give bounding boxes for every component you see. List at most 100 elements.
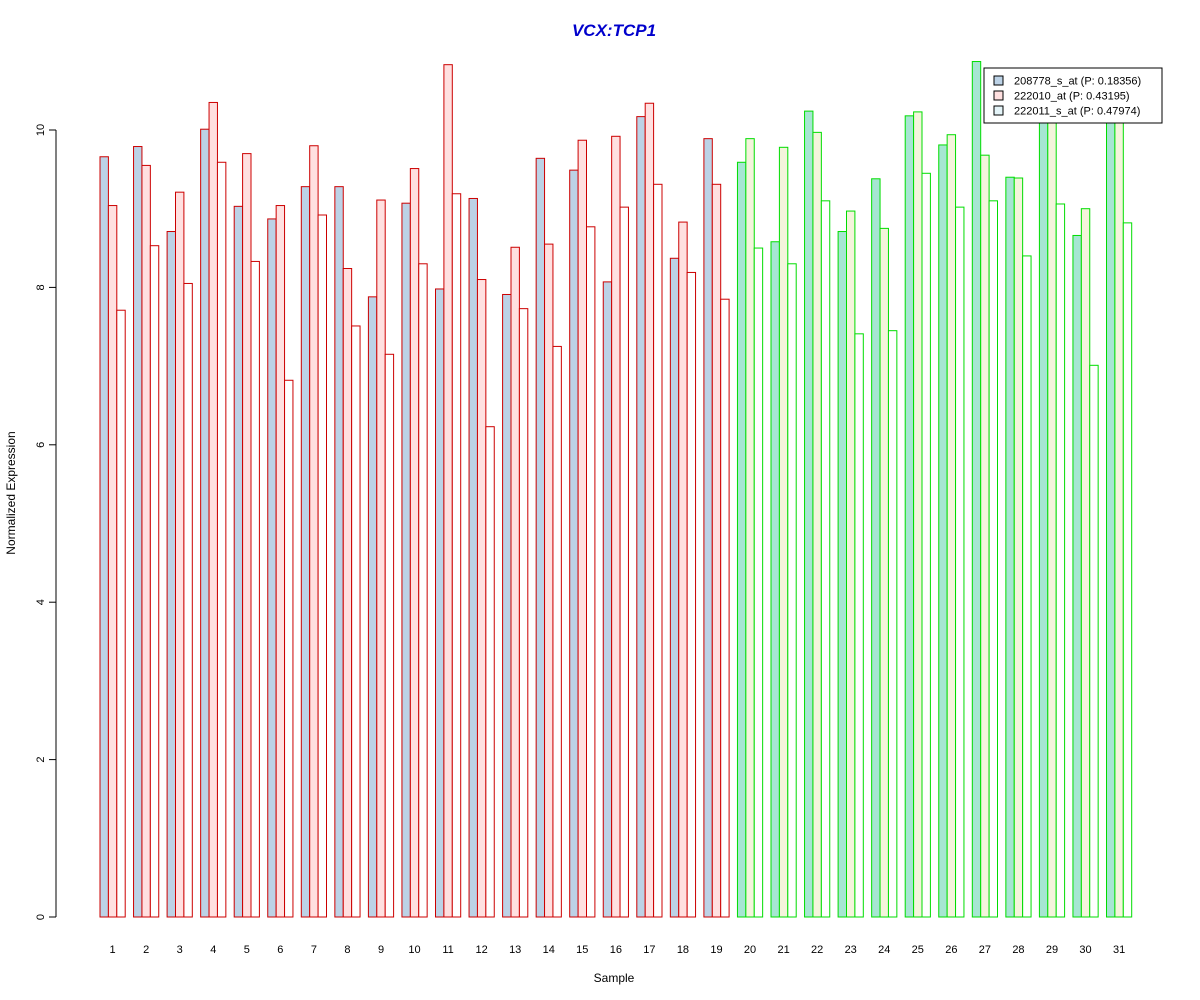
bar-sample-22-series-1 [804, 110, 814, 918]
bar-sample-12-series-3 [485, 426, 495, 918]
bar-sample-30-series-1 [1072, 234, 1082, 918]
legend-swatch-2 [993, 90, 1004, 101]
bar-sample-28-series-2 [1013, 177, 1024, 918]
bar-sample-28-series-1 [1005, 176, 1015, 918]
bar-sample-27-series-3 [988, 200, 998, 918]
x-tick-label: 3 [177, 944, 183, 956]
bar-sample-18-series-2 [678, 221, 688, 918]
bar-sample-4-series-1 [200, 128, 210, 918]
bar-sample-7-series-1 [300, 186, 311, 918]
y-tick-label: 10 [35, 124, 47, 136]
bar-sample-31-series-3 [1122, 222, 1133, 918]
bar-sample-9-series-2 [376, 199, 386, 918]
bar-sample-26-series-1 [938, 144, 948, 918]
bar-sample-13-series-1 [502, 293, 512, 918]
bar-sample-27-series-1 [971, 61, 982, 918]
x-tick-label: 10 [408, 944, 420, 956]
x-axis-tick-labels: 1 2 3 4 5 6 7 8 9 10 11 12 13 14 15 16 17 18 19 20 21 22 23 24 2… [110, 944, 1126, 956]
x-tick-label: 22 [811, 944, 823, 956]
bar-sample-4-series-3 [216, 161, 227, 918]
x-tick-label: 24 [878, 944, 890, 956]
y-tick-label: 8 [35, 284, 47, 290]
x-tick-label: 1 [110, 944, 116, 956]
legend-entry-2: 222010_at (P: 0.43195) [1014, 91, 1130, 103]
bar-sample-15-series-2 [577, 139, 587, 918]
bar-sample-14-series-3 [552, 345, 562, 918]
bar-sample-11-series-1 [435, 288, 445, 918]
x-tick-label: 16 [610, 944, 622, 956]
x-tick-label: 30 [1079, 944, 1091, 956]
bar-sample-13-series-2 [510, 246, 520, 918]
bar-sample-30-series-3 [1089, 364, 1099, 918]
bar-sample-19-series-1 [703, 138, 713, 918]
x-tick-label: 31 [1113, 944, 1125, 956]
x-tick-label: 26 [945, 944, 957, 956]
bar-sample-9-series-3 [384, 353, 395, 918]
x-tick-label: 12 [476, 944, 488, 956]
bar-sample-2-series-3 [149, 245, 160, 918]
bar-sample-31-series-1 [1106, 98, 1116, 918]
bar-sample-3-series-2 [175, 191, 185, 918]
bar-sample-2-series-1 [133, 146, 143, 918]
y-axis-label: Normalized Expression [4, 431, 18, 554]
bar-sample-19-series-3 [720, 298, 730, 918]
bar-sample-13-series-3 [518, 308, 529, 918]
legend-box [983, 67, 1163, 124]
x-tick-label: 18 [677, 944, 689, 956]
x-tick-label: 14 [543, 944, 555, 956]
bar-sample-30-series-2 [1080, 208, 1091, 918]
bar-sample-1-series-3 [116, 309, 126, 918]
bar-sample-1-series-2 [107, 205, 118, 918]
bar-sample-10-series-2 [409, 168, 420, 918]
bar-sample-17-series-1 [636, 116, 646, 918]
bar-sample-6-series-2 [275, 205, 286, 918]
bar-sample-21-series-1 [770, 241, 780, 918]
bar-sample-22-series-3 [820, 200, 831, 918]
x-tick-label: 15 [576, 944, 588, 956]
y-tick-label: 4 [35, 599, 47, 605]
bars [99, 61, 1133, 918]
y-tick-label: 6 [35, 442, 47, 448]
x-tick-label: 6 [277, 944, 283, 956]
x-tick-label: 2 [143, 944, 149, 956]
x-tick-label: 5 [244, 944, 250, 956]
bar-sample-2-series-2 [141, 164, 151, 918]
chart-title: VCX:TCP1 [572, 21, 656, 40]
x-tick-label: 27 [979, 944, 991, 956]
y-tick-label: 0 [35, 914, 47, 920]
bar-sample-24-series-3 [887, 330, 898, 918]
bar-sample-20-series-2 [745, 138, 755, 918]
bar-sample-25-series-2 [913, 111, 923, 918]
legend-entry-1: 208778_s_at (P: 0.18356) [1014, 76, 1141, 88]
x-tick-label: 28 [1012, 944, 1024, 956]
bar-sample-6-series-3 [284, 379, 294, 918]
bar-sample-5-series-2 [242, 153, 252, 918]
legend-swatch-1 [993, 75, 1004, 86]
bar-sample-14-series-2 [544, 243, 554, 918]
bar-sample-6-series-1 [267, 218, 277, 918]
x-tick-label: 23 [845, 944, 857, 956]
bar-sample-15-series-3 [586, 226, 596, 918]
bar-sample-20-series-1 [736, 161, 747, 918]
x-tick-label: 13 [509, 944, 521, 956]
bar-sample-21-series-2 [778, 146, 789, 918]
bar-sample-5-series-3 [250, 260, 260, 918]
bar-sample-11-series-2 [443, 64, 453, 918]
bar-sample-31-series-2 [1114, 98, 1124, 918]
x-tick-label: 17 [643, 944, 655, 956]
bar-sample-10-series-3 [418, 263, 428, 918]
bar-sample-25-series-3 [921, 172, 931, 918]
x-tick-label: 20 [744, 944, 756, 956]
bar-sample-24-series-1 [871, 178, 881, 918]
x-tick-label: 7 [311, 944, 317, 956]
bar-sample-19-series-2 [711, 183, 722, 918]
x-tick-label: 11 [442, 944, 453, 956]
bar-sample-18-series-3 [686, 271, 697, 918]
bar-sample-23-series-1 [837, 231, 847, 918]
bar-sample-14-series-1 [535, 157, 546, 918]
bar-sample-25-series-1 [904, 115, 915, 918]
bar-sample-11-series-3 [451, 193, 462, 918]
bar-sample-23-series-3 [854, 333, 864, 918]
x-tick-label: 19 [710, 944, 722, 956]
